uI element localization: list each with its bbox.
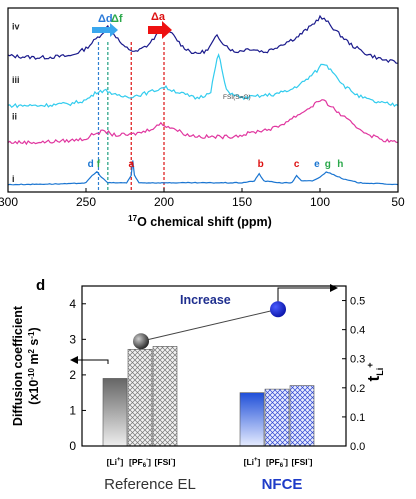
- nmr-x-axis-label: 17O chemical shift (ppm): [128, 214, 272, 229]
- nmr-peak-label-h: h: [337, 159, 343, 170]
- left-y-tick-label: 2: [69, 368, 76, 382]
- nmr-x-tick-label: 250: [76, 195, 96, 209]
- delta-a-arrow: [148, 21, 172, 39]
- bar-category-label: [PF6-]: [266, 457, 288, 469]
- nmr-series-label-iv: iv: [12, 21, 20, 31]
- right-y-tick-label: 0.4: [350, 325, 365, 337]
- right-y-axis-label: tLi+: [364, 363, 385, 382]
- right-y-tick-label: 0.5: [350, 296, 365, 308]
- bar-category-label: [FSI-]: [155, 457, 176, 467]
- left-y-tick-label: 3: [69, 332, 76, 346]
- left-axis-arrowhead: [70, 356, 78, 364]
- nmr-peak-label-a: a: [128, 159, 134, 170]
- bar-reference-0: [102, 378, 128, 447]
- bar-nfce-0: [239, 392, 265, 447]
- nmr-series-label-ii: ii: [12, 112, 17, 122]
- group-label-nfce: NFCE: [262, 476, 303, 493]
- delta-d-label: Δd: [98, 13, 113, 25]
- nmr-panel: 300 250 200 150 100 50 17O chemical shift (pp…: [0, 7, 405, 229]
- left-y-tick-label: 4: [69, 297, 76, 311]
- fsi-annotation: FSI(S=O): [223, 94, 251, 101]
- nmr-x-tick-label: 50: [391, 195, 405, 209]
- bar-reference-1: [127, 348, 153, 447]
- right-y-tick-label: 0.3: [350, 354, 365, 366]
- left-y-ticks: 0 1 2 3 4: [69, 297, 86, 453]
- delta-a-label: Δa: [151, 11, 166, 23]
- t-li-marker-reference: [133, 333, 149, 350]
- bar-nfce-2: [289, 385, 315, 447]
- bar-group: [102, 346, 315, 447]
- nmr-peak-label-b: b: [258, 159, 264, 170]
- bar-plot-frame: [81, 285, 347, 447]
- right-axis-arrowhead: [330, 284, 338, 292]
- delta-d-arrow: [92, 23, 118, 37]
- nmr-series-label-i: i: [12, 174, 15, 184]
- left-y-axis-label: Diffusion coefficient: [11, 305, 25, 426]
- delta-f-label: Δf: [111, 13, 123, 25]
- nmr-x-tick-label: 150: [232, 195, 252, 209]
- bar-category-label: [FSI-]: [292, 457, 313, 467]
- bar-category-label: [Li+]: [107, 457, 124, 467]
- nmr-series-group: [7, 14, 399, 186]
- nmr-peak-label-e: e: [314, 159, 320, 170]
- nmr-x-tick-label: 200: [154, 195, 174, 209]
- nmr-dashed-lines: [97, 42, 165, 192]
- nmr-series-label-iii: iii: [12, 75, 20, 85]
- t-li-connector: [140, 308, 279, 342]
- nmr-peak-label-d: d: [88, 159, 94, 170]
- nmr-x-ticks: 300 250 200 150 100 50: [0, 188, 405, 209]
- nmr-peak-label-f: f: [97, 159, 101, 170]
- panel-label-d: d: [36, 277, 45, 294]
- bar-category-label: [PF6-]: [129, 457, 151, 469]
- nmr-series-iv: [7, 14, 398, 64]
- left-y-tick-label: 1: [69, 403, 76, 417]
- left-y-tick-label: 0: [69, 439, 76, 453]
- bar-category-label: [Li+]: [244, 457, 261, 467]
- nmr-series-iii: [7, 52, 399, 109]
- right-y-tick-label: 0.1: [350, 412, 365, 424]
- right-axis-arrow: [277, 287, 330, 303]
- nmr-series-i: [7, 160, 399, 186]
- group-label-reference: Reference EL: [104, 476, 196, 493]
- bar-nfce-1: [264, 388, 290, 447]
- bar-category-labels: [Li+] [PF6-] [FSI-] [Li+] [PF6-] [FSI-]: [107, 457, 313, 469]
- increase-annotation: Increase: [180, 293, 231, 307]
- diffusion-panel: d 0 1 2 3 4 0.0 0.1 0.2 0.3 0.4 0.5 Diffusion coe…: [11, 277, 385, 493]
- left-axis-arrow: [78, 359, 109, 364]
- bar-reference-2: [152, 346, 178, 447]
- right-y-tick-label: 0.2: [350, 383, 365, 395]
- left-y-axis-unit: (x10-10 m2 s-1): [27, 327, 41, 404]
- nmr-x-tick-label: 100: [310, 195, 330, 209]
- nmr-series-ii: [7, 99, 398, 146]
- nmr-peak-label-g: g: [325, 159, 331, 170]
- right-y-ticks: 0.0 0.1 0.2 0.3 0.4 0.5: [342, 296, 365, 453]
- nmr-x-tick-label: 300: [0, 195, 18, 209]
- nmr-plot-frame: [7, 7, 399, 193]
- nmr-peak-label-c: c: [294, 159, 300, 170]
- right-y-tick-label: 0.0: [350, 441, 365, 453]
- t-li-marker-nfce: [270, 301, 286, 318]
